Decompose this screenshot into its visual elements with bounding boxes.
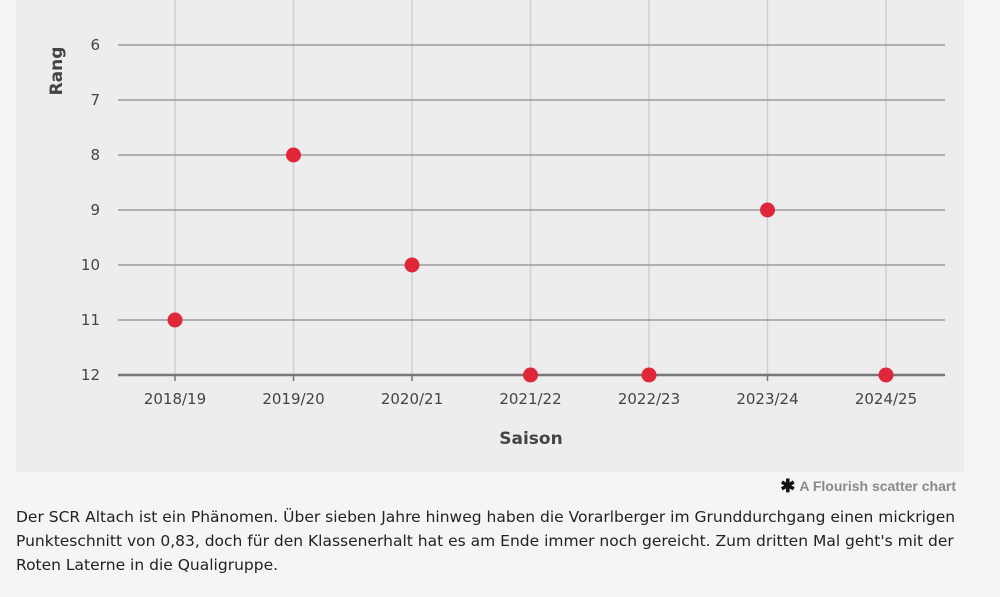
x-tick-label: 2024/25 — [855, 390, 917, 408]
y-tick-label: 9 — [90, 201, 100, 219]
y-axis-title: Rang — [47, 47, 67, 96]
y-axis-ticks: 6 7 8 9 10 11 12 — [81, 36, 100, 384]
data-points — [167, 147, 894, 383]
x-tick-label: 2018/19 — [144, 390, 206, 408]
x-axis-title: Saison — [499, 429, 562, 449]
x-tick-label: 2023/24 — [736, 390, 798, 408]
x-tick-label: 2019/20 — [262, 390, 324, 408]
y-tick-label: 11 — [81, 311, 100, 329]
x-tick-label: 2022/23 — [618, 390, 680, 408]
data-point — [167, 312, 183, 328]
data-point — [286, 147, 301, 163]
y-tick-label: 12 — [81, 366, 100, 384]
scatter-chart: 6 7 8 9 10 11 12 2018/19 2019/20 2020/21 2021/22 2… — [47, 0, 945, 449]
y-tick-label: 6 — [90, 36, 100, 54]
y-tick-label: 8 — [90, 146, 100, 164]
y-tick-label: 7 — [90, 91, 100, 109]
y-tick-label: 10 — [81, 256, 100, 274]
data-point — [760, 202, 775, 218]
x-tick-label: 2020/21 — [381, 390, 443, 408]
flourish-credit-link[interactable]: ✱ A Flourish scatter chart — [780, 476, 956, 496]
data-point — [641, 367, 657, 383]
vertical-gridlines — [174, 0, 887, 375]
credit-text: A Flourish scatter chart — [799, 478, 956, 494]
chart-caption: Der SCR Altach ist ein Phänomen. Über si… — [16, 508, 956, 574]
x-tick-label: 2021/22 — [499, 390, 561, 408]
horizontal-gridlines — [118, 44, 945, 377]
chart-panel: 6 7 8 9 10 11 12 2018/19 2019/20 2020/21 2021/22 2… — [16, 0, 964, 472]
data-point — [404, 257, 420, 273]
data-point — [523, 367, 538, 383]
asterisk-icon: ✱ — [780, 476, 796, 496]
data-point — [878, 367, 894, 383]
